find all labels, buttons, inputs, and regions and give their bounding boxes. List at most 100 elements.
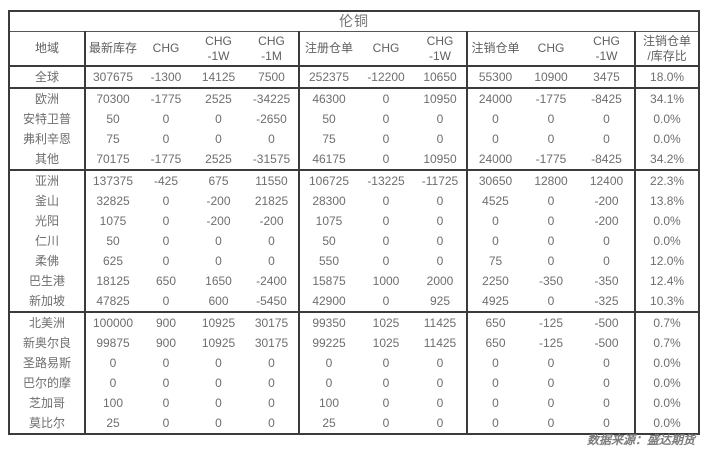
region-cell: 其他 (34, 151, 59, 166)
value-cell: 2525 (192, 87, 245, 109)
inventory-table: 伦铜 地域 最新库存 CHG CHG -1W CHG -1M 注册仓单 CHG CHG -1… (8, 10, 701, 435)
value-cell: 0 (382, 233, 390, 248)
value-cell: -8425 (591, 151, 622, 166)
ratio-cell: 0.0% (633, 393, 700, 413)
value-cell: 106725 (298, 169, 358, 191)
value-cell: 0 (162, 253, 170, 268)
region-cell: 巴生港 (28, 273, 65, 288)
value-cell: -1300 (150, 69, 182, 84)
value-cell: 24000 (466, 87, 523, 109)
value-cell: 1075 (298, 211, 358, 231)
value-cell: 0 (382, 193, 390, 208)
value-cell: 25 (298, 413, 358, 434)
header-row: 地域 最新库存 CHG CHG -1W CHG -1M 注册仓单 CHG CHG -1W 注销… (9, 31, 700, 67)
value-cell: 900 (140, 311, 192, 333)
ratio-cell: 0.0% (633, 373, 700, 393)
value-cell: -34225 (245, 87, 299, 109)
ratio-cell: 18.0% (633, 66, 700, 88)
value-cell: 0 (436, 233, 444, 248)
column-header: 注销仓单 /库存比 (633, 31, 700, 67)
value-cell: 0 (436, 415, 444, 430)
value-cell: 0 (603, 415, 610, 430)
value-cell: 0 (436, 111, 444, 126)
value-cell: 75 (84, 129, 140, 149)
value-cell: 0 (268, 131, 275, 146)
value-cell: 0 (162, 111, 170, 126)
region-cell: 北美洲 (9, 311, 85, 333)
value-cell: 0 (466, 353, 523, 373)
title-row: 伦铜 (9, 11, 700, 32)
value-cell: 18125 (84, 271, 140, 291)
value-cell: 650 (155, 273, 177, 288)
value-cell: 0 (466, 211, 523, 231)
value-cell: 0 (268, 395, 275, 410)
value-cell: 47825 (84, 291, 140, 312)
report-title: 伦铜 (9, 11, 700, 32)
value-cell: 32825 (84, 191, 140, 211)
value-cell: 0 (436, 395, 444, 410)
value-cell: 0 (547, 193, 555, 208)
value-cell: 0 (215, 253, 222, 268)
value-cell: 50 (84, 231, 140, 251)
value-cell: 100000 (84, 311, 140, 333)
value-cell: 75 (466, 251, 523, 271)
value-cell: 0 (603, 375, 610, 390)
ratio-cell: 0.0% (633, 109, 700, 129)
ratio-cell: 13.8% (633, 191, 700, 211)
region-cell: 芝加哥 (28, 395, 65, 410)
ratio-cell: 12.0% (633, 251, 700, 271)
value-cell: 0 (547, 233, 555, 248)
value-cell: 100 (84, 393, 140, 413)
value-cell: -350 (594, 273, 619, 288)
value-cell: 28300 (298, 191, 358, 211)
value-cell: 11550 (245, 169, 299, 191)
value-cell: 0 (466, 109, 523, 129)
table-row: 圣路易斯 0 0 0 0 0 0 0 0 0 0 0.0% (9, 353, 700, 373)
region-cell: 釜山 (34, 193, 59, 208)
value-cell: 0 (436, 193, 444, 208)
column-header: CHG -1W (414, 31, 467, 67)
value-cell: 600 (208, 293, 229, 308)
value-cell: 46175 (298, 149, 358, 170)
value-cell: 1025 (372, 335, 400, 350)
value-cell: 0 (547, 111, 555, 126)
value-cell: 0 (268, 355, 275, 370)
data-source-note: 数据来源：盛达期货 (586, 433, 695, 447)
value-cell: -1775 (523, 87, 579, 109)
value-cell: 0 (162, 355, 170, 370)
value-cell: 1025 (358, 311, 414, 333)
value-cell: 0 (466, 393, 523, 413)
value-cell: -325 (594, 293, 619, 308)
value-cell: 99225 (298, 333, 358, 353)
value-cell: 75 (298, 129, 358, 149)
column-header: CHG (523, 31, 579, 67)
value-cell: -200 (594, 213, 619, 228)
value-cell: 0 (547, 395, 555, 410)
value-cell: 0 (382, 375, 390, 390)
value-cell: -5450 (256, 293, 287, 308)
table-row: 亚洲 137375 -425 675 11550 106725 -13225 -11725 30… (9, 169, 700, 191)
value-cell: 1650 (205, 273, 232, 288)
region-cell: 光阳 (34, 213, 59, 228)
value-cell: 15875 (298, 271, 358, 291)
ratio-cell: 34.2% (633, 149, 700, 170)
value-cell: 2525 (205, 151, 232, 166)
value-cell: 675 (192, 169, 245, 191)
value-cell: 50 (84, 109, 140, 129)
region-cell: 新奥尔良 (22, 335, 71, 350)
value-cell: 137375 (84, 169, 140, 191)
value-cell: 25 (84, 413, 140, 434)
value-cell: -500 (594, 335, 619, 350)
region-cell: 安特卫普 (22, 111, 71, 126)
value-cell: 30175 (254, 335, 289, 350)
region-cell: 仁川 (34, 233, 59, 248)
ratio-cell: 22.3% (633, 169, 700, 191)
value-cell: 11425 (414, 311, 467, 333)
value-cell: -200 (259, 213, 284, 228)
value-cell: 650 (466, 333, 523, 353)
value-cell: 50 (298, 109, 358, 129)
value-cell: 0 (268, 253, 275, 268)
column-header-region: 地域 (9, 31, 85, 67)
value-cell: 252375 (298, 66, 358, 88)
value-cell: 30650 (466, 169, 523, 191)
